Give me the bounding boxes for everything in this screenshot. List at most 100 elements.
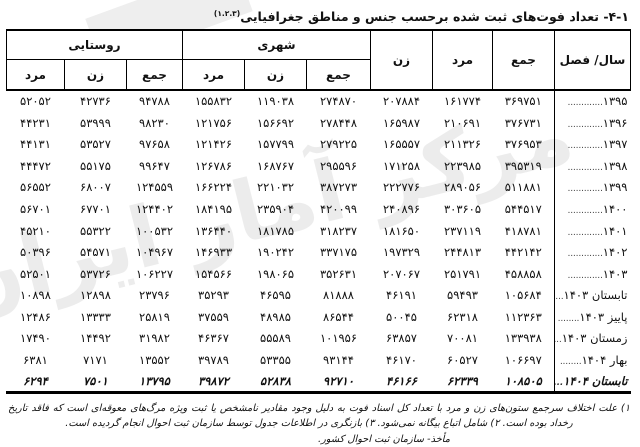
row-period-label: ۱۳۹۶............. bbox=[555, 111, 632, 134]
value-cell: ۱۹۰۲۴۲ bbox=[257, 245, 296, 260]
value-cell: ۳۳۷۱۷۵ bbox=[320, 245, 359, 260]
value-cell: ۲۳۷۱۱۹ bbox=[444, 223, 483, 238]
value-cell: ۹۷۶۵۸ bbox=[140, 137, 171, 152]
row-period-label: ۱۳۹۷............. bbox=[555, 133, 632, 155]
value-cell: ۶۷۷۰۱ bbox=[81, 201, 112, 216]
table-row: بهار ۱۴۰۴........ ۱۰۶۶۹۷ ۶۰۵۲۷ ۴۶۱۷۰ ۹۳۱۴۴ ۵۳… bbox=[7, 349, 632, 371]
value-cell: ۴۴۲۱۴۲ bbox=[505, 245, 543, 260]
value-cell: ۱۷۱۲۵۸ bbox=[383, 158, 422, 173]
value-cell: ۲۰۷۰۶۷ bbox=[383, 266, 422, 281]
value-cell: ۱۵۷۷۹۹ bbox=[257, 137, 296, 152]
value-cell: ۵۳۷۲۶ bbox=[81, 266, 112, 281]
dotted-leader: ............. bbox=[568, 249, 604, 260]
header-urban-male: مرد bbox=[182, 59, 247, 92]
value-cell: ۱۵۴۵۶۶ bbox=[195, 266, 234, 281]
table-row: زمستان ۱۴۰۳..... ۱۳۳۹۳۸ ۷۰۰۸۱ ۶۳۸۵۷ ۱۰۱۹۵۶ ۵۵… bbox=[7, 327, 632, 350]
value-cell: ۴۶۱۶۶ bbox=[371, 370, 434, 394]
dotted-leader: ..... bbox=[556, 292, 565, 303]
value-cell: ۹۳۱۴۴ bbox=[324, 353, 355, 368]
dotted-leader: ........ bbox=[560, 357, 583, 368]
value-cell: ۴۵۲۱۰ bbox=[21, 223, 52, 238]
value-cell: ۱۲۴۴۰۲ bbox=[136, 201, 175, 216]
row-period-label: ۱۳۹۸............. bbox=[555, 154, 632, 177]
value-cell: ۱۲۱۴۲۶ bbox=[195, 137, 234, 152]
deaths-table: سال/ فصل جمع مرد زن شهری روستایی جمع زن … bbox=[6, 29, 632, 394]
row-period-label: ۱۴۰۱............. bbox=[555, 219, 632, 242]
value-cell: ۳۱۹۸۲ bbox=[140, 331, 171, 346]
header-female: زن bbox=[371, 29, 434, 92]
value-cell: ۲۱۰۶۹۱ bbox=[444, 115, 483, 130]
value-cell: ۲۱۱۳۲۶ bbox=[444, 137, 483, 152]
value-cell: ۱۲۱۷۵۶ bbox=[195, 115, 234, 130]
value-cell: ۵۳۹۹۹ bbox=[81, 115, 112, 130]
value-cell: ۹۴۷۸۸ bbox=[140, 94, 171, 109]
value-cell: ۳۹۵۳۱۹ bbox=[505, 158, 543, 173]
value-cell: ۷۰۰۸۱ bbox=[448, 331, 479, 346]
table-row: تابستان ۱۴۰۳..... ۱۰۵۶۸۴ ۵۹۴۹۳ ۴۶۱۹۱ ۸۱۸۸۸ ۴۶… bbox=[7, 284, 632, 307]
value-cell: ۵۲۵۰۱ bbox=[21, 266, 52, 281]
dotted-leader: ............. bbox=[568, 162, 604, 173]
value-cell: ۴۲۷۳۶ bbox=[81, 94, 112, 109]
dotted-leader: ............. bbox=[568, 184, 604, 195]
value-cell: ۱۱۹۰۳۸ bbox=[257, 94, 296, 109]
value-cell: ۴۶۵۹۵ bbox=[261, 288, 292, 303]
table-row: تابستان ۱۴۰۴.....۱۰۸۵۰۵۶۲۳۳۹۴۶۱۶۶۹۲۷۱۰۵۲… bbox=[7, 370, 632, 394]
period-text: ۱۳۹۷ bbox=[603, 137, 629, 152]
header-group-urban: شهری bbox=[182, 29, 373, 61]
value-cell: ۱۶۸۷۶۷ bbox=[257, 158, 296, 173]
value-cell: ۱۵۶۶۹۲ bbox=[257, 115, 296, 130]
row-period-label: ۱۴۰۳............. bbox=[555, 262, 632, 285]
value-cell: ۱۰۴۹۶۷ bbox=[136, 245, 175, 260]
period-text: تابستان ۱۴۰۴ bbox=[564, 373, 629, 388]
value-cell: ۱۰۵۶۸۴ bbox=[505, 288, 543, 303]
table-row: ۱۴۰۲............. ۴۴۲۱۴۲ ۲۴۴۸۱۳ ۱۹۷۳۲۹ ۳۳۷۱۷… bbox=[7, 241, 632, 263]
value-cell: ۲۰۷۸۸۴ bbox=[383, 94, 422, 109]
value-cell: ۲۴۴۸۱۳ bbox=[444, 245, 483, 260]
value-cell: ۵۹۴۹۳ bbox=[448, 288, 479, 303]
value-cell: ۱۹۷۳۲۹ bbox=[383, 245, 422, 260]
header-group-rural: روستایی bbox=[6, 29, 184, 61]
value-cell: ۵۶۷۰۱ bbox=[21, 201, 52, 216]
value-cell: ۱۳۶۴۴۰ bbox=[195, 223, 234, 238]
header-male: مرد bbox=[433, 29, 494, 92]
row-period-label: پاییز ۱۴۰۳........ bbox=[555, 306, 632, 328]
row-period-label: ۱۳۹۹............. bbox=[555, 176, 632, 199]
value-cell: ۳۱۸۲۳۷ bbox=[320, 223, 359, 238]
value-cell: ۲۲۱۰۳۲ bbox=[257, 180, 296, 195]
header-rural-total: جمع bbox=[126, 59, 184, 92]
value-cell: ۳۷۶۹۵۳ bbox=[505, 137, 543, 152]
table-row: ۱۳۹۶............. ۳۷۶۷۳۱ ۲۱۰۶۹۱ ۱۶۵۹۸۷ ۲۷۸۴۴… bbox=[7, 111, 632, 134]
value-cell: ۱۶۵۵۵۷ bbox=[383, 137, 422, 152]
table-row: ۱۴۰۱............. ۴۱۸۷۸۱ ۲۳۷۱۱۹ ۱۸۱۶۵۰ ۳۱۸۲۳… bbox=[7, 219, 632, 242]
row-period-label: ۱۳۹۵............. bbox=[555, 90, 632, 112]
value-cell: ۵۲۸۳۸ bbox=[245, 370, 308, 394]
value-cell: ۱۰۱۹۵۶ bbox=[320, 331, 359, 346]
value-cell: ۱۴۴۹۲ bbox=[81, 331, 112, 346]
value-cell: ۳۹۷۸۹ bbox=[199, 353, 230, 368]
value-cell: ۵۳۵۲۷ bbox=[81, 137, 112, 152]
header-urban-total: جمع bbox=[307, 59, 372, 92]
value-cell: ۵۴۵۷۱ bbox=[81, 245, 112, 260]
period-text: ۱۳۹۵ bbox=[603, 94, 629, 109]
value-cell: ۳۸۷۲۷۳ bbox=[320, 180, 359, 195]
value-cell: ۳۵۲۹۳ bbox=[199, 288, 230, 303]
table-row: ۱۳۹۷............. ۳۷۶۹۵۳ ۲۱۱۳۲۶ ۱۶۵۵۵۷ ۲۷۹۲۲… bbox=[7, 133, 632, 155]
value-cell: ۲۷۹۲۲۵ bbox=[320, 137, 359, 152]
value-cell: ۴۶۱۷۰ bbox=[387, 353, 418, 368]
value-cell: ۶۲۳۱۸ bbox=[448, 309, 479, 324]
value-cell: ۱۸۴۱۹۵ bbox=[195, 201, 234, 216]
title-footnote-refs: (۱.۲.۳) bbox=[214, 9, 242, 18]
value-cell: ۳۷۵۵۹ bbox=[199, 309, 230, 324]
header-total: جمع bbox=[493, 29, 556, 92]
value-cell: ۷۵۰۱ bbox=[65, 370, 128, 394]
value-cell: ۲۵۸۱۹ bbox=[140, 309, 171, 324]
value-cell: ۴۴۱۳۱ bbox=[21, 137, 52, 152]
value-cell: ۵۵۱۷۵ bbox=[81, 158, 112, 173]
value-cell: ۱۱۲۳۶۳ bbox=[505, 309, 543, 324]
value-cell: ۱۰۰۵۳۲ bbox=[136, 223, 175, 238]
value-cell: ۲۷۸۴۴۸ bbox=[320, 115, 359, 130]
value-cell: ۱۶۶۲۲۴ bbox=[195, 180, 234, 195]
value-cell: ۲۳۵۹۰۴ bbox=[257, 201, 296, 216]
row-period-label: بهار ۱۴۰۴........ bbox=[555, 349, 632, 371]
value-cell: ۸۶۵۴۴ bbox=[324, 309, 355, 324]
